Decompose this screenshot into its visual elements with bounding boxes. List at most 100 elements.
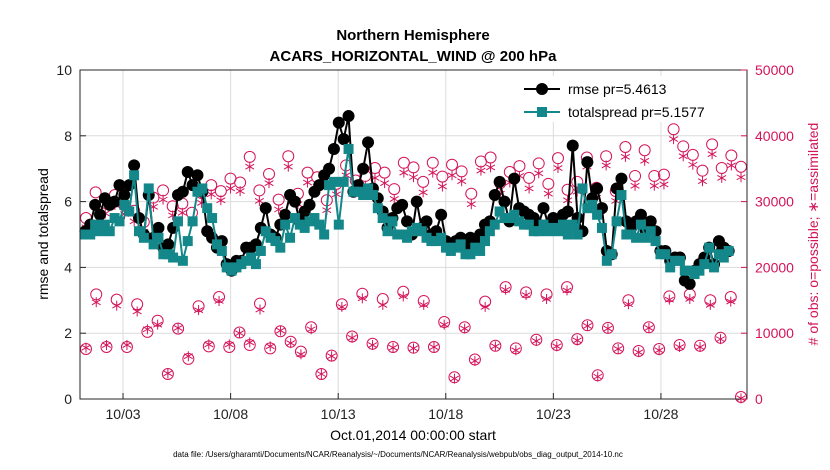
totalspread-point (387, 216, 398, 227)
obs-assimilated-marker (101, 340, 112, 351)
totalspread-point (114, 216, 125, 227)
totalspread-point (538, 219, 549, 230)
totalspread-point (246, 252, 257, 263)
totalspread-point (85, 229, 96, 240)
obs-assimilated-marker (531, 336, 541, 347)
totalspread-point (596, 222, 607, 233)
obs-assimilated-marker (613, 343, 623, 354)
totalspread-point (104, 226, 115, 237)
obs-possible-marker (282, 150, 295, 163)
rmse-point (357, 162, 370, 175)
rmse-point (396, 198, 409, 211)
totalspread-point (484, 226, 495, 237)
totalspread-point (133, 226, 144, 237)
totalspread-point (645, 226, 656, 237)
obs-assimilated-marker (634, 347, 644, 358)
obs-assimilated-marker (630, 180, 640, 191)
obs-possible-marker (417, 175, 430, 188)
rmse-point (323, 162, 336, 175)
totalspread-point (319, 229, 330, 240)
totalspread-point (377, 213, 388, 224)
obs-assimilated-marker (717, 172, 727, 183)
totalspread-point (611, 216, 622, 227)
y-right-tick-label: 40000 (755, 128, 794, 144)
obs-assimilated-marker (541, 293, 552, 304)
totalspread-point (363, 183, 374, 194)
obs-assimilated-marker (449, 373, 460, 384)
obs-assimilated-marker (572, 335, 582, 346)
totalspread-point (289, 213, 300, 224)
obs-assimilated-marker (337, 301, 347, 312)
legend-marker-totalspread (537, 107, 547, 117)
obs-assimilated-marker (678, 151, 688, 162)
x-tick-label: 10/08 (213, 406, 248, 422)
obs-assimilated-marker (408, 172, 419, 183)
totalspread-point (177, 255, 188, 266)
rmse-point (162, 238, 175, 251)
legend-marker-rmse (536, 83, 548, 95)
obs-assimilated-marker (122, 340, 132, 351)
totalspread-point (640, 232, 651, 243)
obs-assimilated-marker (562, 285, 572, 296)
obs-assimilated-marker (490, 341, 500, 352)
totalspread-point (577, 183, 588, 194)
totalspread-point (285, 232, 296, 243)
obs-assimilated-marker (316, 368, 326, 379)
obs-assimilated-marker (214, 295, 224, 306)
obs-assimilated-marker (112, 300, 122, 311)
totalspread-point (455, 239, 466, 250)
obs-assimilated-marker (675, 342, 685, 353)
obs-assimilated-marker (620, 151, 630, 162)
totalspread-point (382, 226, 393, 237)
rmse-point (93, 208, 106, 221)
totalspread-point (207, 213, 218, 224)
totalspread-point (129, 170, 140, 181)
rmse-point (337, 133, 350, 146)
rmse-point (176, 185, 189, 198)
obs-assimilated-marker (695, 342, 705, 353)
y-right-tick-label: 0 (755, 391, 763, 407)
obs-assimilated-marker (601, 160, 611, 171)
obs-assimilated-marker (552, 341, 562, 352)
data-file-footer: data file: /Users/gharamti/Documents/NCA… (173, 450, 623, 459)
obs-assimilated-marker (466, 199, 476, 210)
obs-assimilated-marker (264, 178, 274, 189)
totalspread-point (211, 239, 222, 250)
obs-possible-marker (89, 186, 102, 199)
obs-assimilated-marker (306, 324, 316, 335)
totalspread-point (660, 249, 671, 260)
obs-assimilated-marker (177, 207, 187, 218)
obs-assimilated-marker (447, 170, 457, 181)
rmse-point (435, 208, 448, 221)
obs-assimilated-marker (286, 338, 296, 349)
obs-assimilated-marker (470, 355, 480, 366)
rmse-point (113, 179, 126, 192)
obs-assimilated-marker (521, 290, 531, 301)
obs-assimilated-marker (485, 162, 496, 173)
x-tick-label: 10/13 (321, 406, 356, 422)
obs-possible-marker (696, 164, 709, 177)
totalspread-point (280, 219, 291, 230)
obs-assimilated-marker (398, 291, 408, 302)
obs-assimilated-marker (654, 345, 664, 356)
obs-assimilated-marker (399, 167, 409, 178)
rmse-point (488, 189, 501, 202)
totalspread-point (592, 209, 603, 220)
totalspread-point (572, 229, 583, 240)
rmse-point (181, 165, 194, 178)
obs-assimilated-marker (225, 183, 236, 194)
obs-assimilated-marker (419, 299, 429, 310)
rmse-point (191, 169, 204, 182)
rmse-point (615, 172, 628, 185)
totalspread-point (694, 265, 705, 276)
obs-assimilated-marker (715, 334, 726, 345)
obs-assimilated-marker (224, 339, 234, 350)
obs-assimilated-marker (480, 301, 490, 312)
obs-assimilated-marker (296, 349, 306, 360)
rmse-point (537, 202, 550, 215)
totalspread-point (479, 236, 490, 247)
totalspread-point (562, 229, 573, 240)
totalspread-point (94, 226, 105, 237)
obs-assimilated-marker (254, 195, 264, 206)
